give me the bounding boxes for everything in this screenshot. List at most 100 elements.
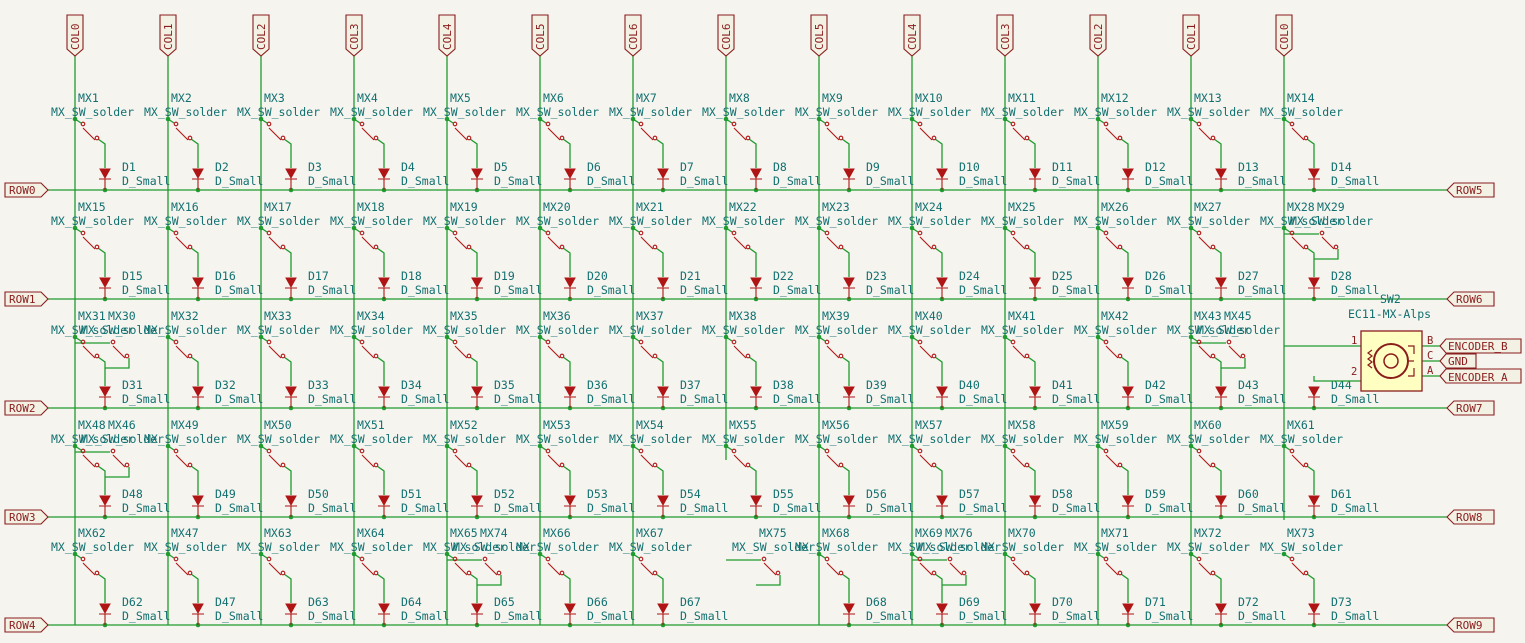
switch-contact-b-1-4 [466, 244, 472, 250]
diode-body-1-0 [99, 277, 111, 289]
diode-value-1-4: D_Small [494, 283, 542, 297]
switch-wire-in-3-9 [911, 445, 919, 451]
row-flag-left-4 [4, 617, 49, 633]
switch-wire-in-1-6 [632, 227, 640, 233]
switch-contact-a-4-6 [638, 556, 644, 562]
switch-value-1-2: MX_SW_solder [237, 214, 320, 228]
switch-lever-3-4 [454, 454, 468, 468]
diode-body-0-0 [99, 168, 111, 180]
diode-value-4-10: D_Small [1052, 609, 1100, 623]
switch-contact-b-0-13 [1303, 135, 1309, 141]
switch-contact-a-2-5 [545, 339, 551, 345]
switch-ref-4-0: MX62 [78, 526, 106, 540]
extra-switch-wires-1 [75, 342, 130, 369]
diode-ref-3-1: D49 [215, 487, 236, 501]
diode-bar-3-12 [1215, 505, 1227, 517]
extra-switch-contact-b-5 [775, 570, 781, 576]
diode-bar-4-11 [1122, 613, 1134, 625]
diode-bar-2-10 [1029, 396, 1041, 408]
switch-ref-1-10: MX25 [1008, 200, 1036, 214]
switch-wire-in-0-0 [74, 118, 82, 124]
switch-lever-0-0 [82, 127, 96, 141]
switch-contact-b-1-12 [1210, 244, 1216, 250]
switch-value-0-7: MX_SW_solder [702, 105, 785, 119]
switch-lever-2-1 [175, 345, 189, 359]
switch-value-2-8: MX_SW_solder [795, 323, 878, 337]
diode-ref-2-11: D42 [1145, 378, 1166, 392]
switch-wire-out-3-1 [190, 465, 199, 495]
diode-body-2-11 [1122, 386, 1134, 398]
diode-ref-0-10: D11 [1052, 160, 1073, 174]
row-label-left-4: ROW4 [9, 619, 36, 632]
switch-lever-4-12 [1198, 562, 1212, 576]
diode-ref-2-6: D37 [680, 378, 701, 392]
diode-bar-1-3 [378, 287, 390, 299]
diode-bar-3-4 [471, 505, 483, 517]
diode-ref-1-8: D23 [866, 269, 887, 283]
diode-value-3-2: D_Small [308, 501, 356, 515]
switch-contact-a-0-12 [1196, 121, 1202, 127]
switch-wire-out-1-0 [97, 247, 106, 277]
switch-lever-1-0 [82, 236, 96, 250]
diode-value-3-10: D_Small [1052, 501, 1100, 515]
switch-contact-b-1-8 [838, 244, 844, 250]
switch-value-4-6: MX_SW_solder [609, 540, 692, 554]
switch-contact-a-0-0 [80, 121, 86, 127]
switch-contact-b-3-6 [652, 462, 658, 468]
diode-value-4-3: D_Small [401, 609, 449, 623]
diode-ref-1-2: D17 [308, 269, 329, 283]
switch-value-0-0: MX_SW_solder [51, 105, 134, 119]
diode-ref-3-8: D56 [866, 487, 887, 501]
diode-ref-0-3: D4 [401, 160, 415, 174]
switch-wire-in-0-4 [446, 118, 454, 124]
row-flag-right-1 [1446, 291, 1495, 307]
diode-body-4-2 [285, 603, 297, 615]
switch-lever-3-9 [919, 454, 933, 468]
diode-ref-1-13: D28 [1331, 269, 1352, 283]
switch-contact-b-0-3 [373, 135, 379, 141]
switch-wire-in-2-10 [1004, 336, 1012, 342]
switch-ref-4-6: MX67 [636, 526, 664, 540]
switch-wire-out-3-3 [376, 465, 385, 495]
switch-wire-out-1-4 [469, 247, 478, 277]
diode-value-3-3: D_Small [401, 501, 449, 515]
switch-wire-in-1-1 [167, 227, 175, 233]
column-flag-9 [903, 14, 921, 57]
switch-lever-0-2 [268, 127, 282, 141]
switch-wire-out-4-12 [1213, 573, 1222, 603]
diode-body-4-11 [1122, 603, 1134, 615]
diode-bar-3-5 [564, 505, 576, 517]
diode-bar-4-6 [657, 613, 669, 625]
switch-value-1-1: MX_SW_solder [144, 214, 227, 228]
diode-body-4-13 [1308, 603, 1320, 615]
diode-value-4-4: D_Small [494, 609, 542, 623]
diode-value-0-6: D_Small [680, 174, 728, 188]
switch-contact-a-1-12 [1196, 230, 1202, 236]
switch-ref-0-6: MX7 [636, 91, 657, 105]
diode-value-0-1: D_Small [215, 174, 263, 188]
switch-wire-out-4-9 [934, 573, 943, 603]
switch-wire-in-2-2 [260, 336, 268, 342]
switch-contact-a-1-9 [917, 230, 923, 236]
diode-ref-0-5: D6 [587, 160, 601, 174]
switch-ref-1-1: MX16 [171, 200, 199, 214]
switch-contact-b-4-13 [1303, 570, 1309, 576]
switch-lever-1-3 [361, 236, 375, 250]
extra-switch-contact-b-1 [124, 353, 130, 359]
switch-lever-3-2 [268, 454, 282, 468]
switch-lever-4-13 [1291, 562, 1305, 576]
wires-layer [47, 55, 1447, 628]
diode-value-2-8: D_Small [866, 392, 914, 406]
switch-contact-a-0-2 [266, 121, 272, 127]
switch-ref-3-9: MX57 [915, 418, 943, 432]
switch-value-3-9: MX_SW_solder [888, 432, 971, 446]
switch-ref-3-8: MX56 [822, 418, 850, 432]
row-label-right-0: ROW5 [1456, 184, 1483, 197]
diode-value-3-12: D_Small [1238, 501, 1286, 515]
switch-ref-0-8: MX9 [822, 91, 843, 105]
extra-switch-ref-4: MX74 [480, 526, 508, 540]
diode-bar-1-4 [471, 287, 483, 299]
switch-lever-3-8 [826, 454, 840, 468]
switch-wire-in-1-10 [1004, 227, 1012, 233]
switch-lever-2-12 [1198, 345, 1212, 359]
